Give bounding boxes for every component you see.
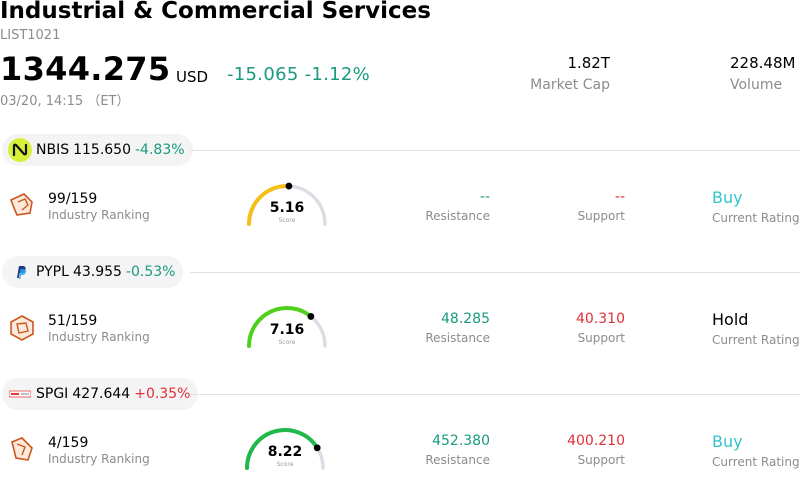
score-value: 5.16: [269, 200, 305, 216]
score-value: 8.22: [267, 444, 303, 460]
stock-price: 43.955: [72, 264, 122, 280]
support-label: Support: [577, 209, 625, 223]
gauge-fill: [247, 306, 313, 348]
market-cap-value: 1.82T: [567, 54, 610, 72]
rating-value[interactable]: Buy: [712, 188, 743, 207]
ranking-icon: [10, 315, 34, 341]
score-value: 7.16: [269, 322, 305, 338]
change-value: -15.065: [227, 64, 299, 85]
divider: [190, 394, 800, 395]
gauge-knob: [313, 444, 321, 452]
score-label: Score: [278, 217, 296, 224]
resistance-value: --: [479, 189, 490, 205]
stock-change: -0.53%: [125, 264, 176, 280]
price-change: -15.065 -1.12%: [227, 64, 370, 85]
stock-symbol: SPGI: [36, 386, 69, 402]
stock-symbol: NBIS: [36, 142, 70, 158]
rating-label: Current Rating: [712, 455, 800, 469]
change-percent: -1.12%: [304, 64, 371, 85]
score-gauge: [245, 428, 325, 470]
rating-value[interactable]: Buy: [712, 432, 743, 451]
timestamp: 03/20, 14:15 （ET）: [0, 94, 130, 109]
stock-change: +0.35%: [134, 386, 191, 402]
industry-rank-label: Industry Ranking: [48, 330, 150, 344]
volume-label: Volume: [730, 77, 783, 93]
score-gauge: [247, 306, 327, 348]
industry-rank-label: Industry Ranking: [48, 452, 150, 466]
score-gauge: [247, 182, 327, 226]
stock-pill-pypl[interactable]: PYPL 43.955 -0.53%: [2, 256, 184, 288]
gauge-knob: [285, 182, 293, 190]
support-value: --: [614, 189, 625, 205]
industry-rank-value: 99/159: [48, 191, 98, 207]
stock-symbol: PYPL: [36, 264, 69, 280]
stock-price: 427.644: [72, 386, 131, 402]
resistance-label: Resistance: [425, 331, 490, 345]
stock-pill-spgi[interactable]: SPGI 427.644 +0.35%: [2, 378, 199, 410]
score-label: Score: [276, 461, 294, 468]
support-label: Support: [577, 331, 625, 345]
resistance-label: Resistance: [425, 209, 490, 223]
ranking-icon: [11, 437, 33, 461]
support-label: Support: [577, 453, 625, 467]
index-price: 1344.275: [0, 50, 171, 88]
support-value: 400.210: [567, 433, 625, 449]
resistance-value: 48.285: [441, 311, 490, 327]
score-label: Score: [278, 339, 296, 346]
stock-change: -4.83%: [135, 142, 185, 158]
rating-value[interactable]: Hold: [712, 310, 749, 329]
stock-pill-nbis[interactable]: NBIS 115.650 -4.83%: [2, 134, 193, 166]
ranking-icon: [9, 193, 33, 216]
rating-label: Current Rating: [712, 211, 800, 225]
currency-label: USD: [176, 68, 209, 86]
divider: [190, 150, 800, 151]
gauge-fill: [247, 184, 291, 226]
gauge-fill: [245, 428, 320, 470]
support-value: 40.310: [576, 311, 625, 327]
nbis-logo-icon: [8, 138, 32, 162]
rating-label: Current Rating: [712, 333, 800, 347]
market-cap-label: Market Cap: [530, 77, 610, 93]
index-code: LIST1021: [0, 28, 61, 43]
industry-rank-label: Industry Ranking: [48, 208, 150, 222]
industry-rank-value: 4/159: [48, 435, 89, 451]
industry-rank-value: 51/159: [48, 313, 98, 329]
volume-value: 228.48M: [730, 54, 796, 72]
page-title: Industrial & Commercial Services: [0, 0, 431, 24]
paypal-logo-icon: [8, 260, 32, 284]
resistance-value: 452.380: [432, 433, 490, 449]
stock-price: 115.650: [73, 142, 131, 158]
divider: [190, 272, 800, 273]
resistance-label: Resistance: [425, 453, 490, 467]
gauge-knob: [307, 313, 315, 320]
spgi-logo-icon: [8, 382, 32, 406]
